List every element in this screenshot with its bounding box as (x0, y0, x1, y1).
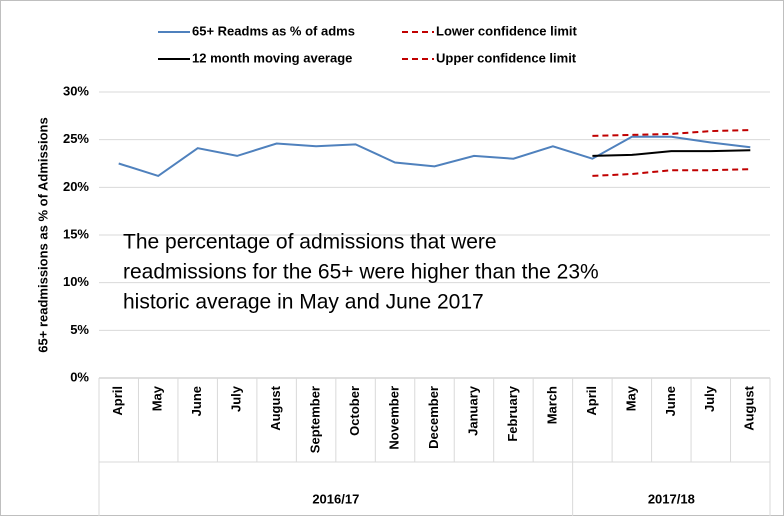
legend-label: 65+ Readms as % of adms (192, 23, 355, 38)
x-tick-label: November (386, 386, 401, 450)
x-tick-label: May (150, 385, 165, 411)
x-tick-label: March (544, 386, 559, 424)
x-tick-label: September (308, 386, 323, 453)
x-tick-label: August (268, 385, 283, 430)
legend-label: 12 month moving average (192, 50, 352, 65)
x-tick-label: February (505, 385, 520, 441)
series-line (592, 168, 751, 177)
series-line (118, 135, 751, 178)
x-tick-label: August (742, 385, 757, 430)
x-tick-label: April (110, 386, 125, 416)
x-tick-label: July (702, 385, 717, 412)
series-line (592, 129, 751, 137)
series-line (592, 149, 751, 157)
legend-label: Upper confidence limit (436, 50, 577, 65)
x-tick-label: April (584, 386, 599, 416)
x-tick-label: July (229, 385, 244, 412)
group-label: 2016/17 (312, 491, 359, 506)
y-tick-label: 10% (63, 274, 89, 289)
annotation: The percentage of admissions that were (123, 231, 497, 254)
annotation: readmissions for the 65+ were higher tha… (123, 261, 599, 284)
y-tick-label: 5% (70, 322, 89, 337)
x-tick-label: January (465, 385, 480, 436)
y-tick-label: 25% (63, 131, 89, 146)
x-tick-label: October (347, 386, 362, 436)
y-axis-title: 65+ readmissions as % of Admissions (35, 117, 50, 352)
y-tick-label: 0% (70, 369, 89, 384)
y-tick-label: 15% (63, 226, 89, 241)
y-tick-label: 30% (63, 83, 89, 98)
x-tick-label: June (663, 386, 678, 416)
y-tick-label: 20% (63, 179, 89, 194)
group-label: 2017/18 (648, 491, 695, 506)
annotation: historic average in May and June 2017 (123, 291, 484, 314)
x-tick-label: December (426, 386, 441, 449)
legend-label: Lower confidence limit (436, 23, 578, 38)
x-tick-label: May (623, 385, 638, 411)
x-tick-label: June (189, 386, 204, 416)
